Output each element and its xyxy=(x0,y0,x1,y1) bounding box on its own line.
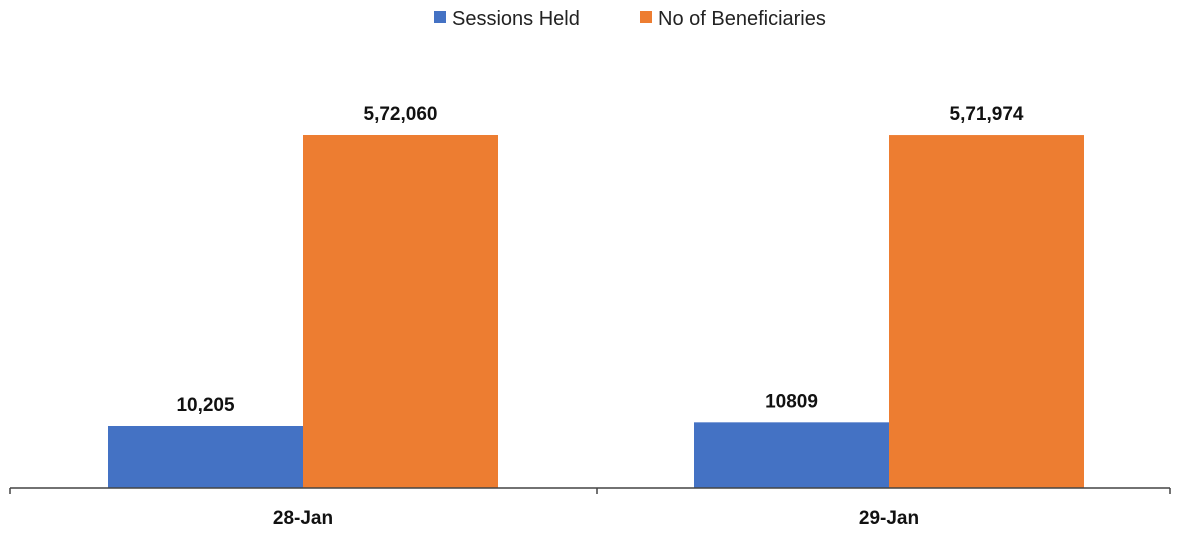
bar-beneficiaries-28-jan xyxy=(303,135,498,488)
x-tick-label-28-jan: 28-Jan xyxy=(273,508,333,529)
data-label-beneficiaries-28-jan: 5,72,060 xyxy=(364,104,438,125)
plot-area: 10,205 5,72,060 10809 5,71,974 xyxy=(108,104,1084,488)
bar-sessions-held-28-jan xyxy=(108,426,303,488)
bar-beneficiaries-29-jan xyxy=(889,135,1084,488)
legend-swatch-sessions-held xyxy=(434,11,446,23)
legend-label-beneficiaries: No of Beneficiaries xyxy=(658,8,826,30)
bar-sessions-held-29-jan xyxy=(694,422,889,488)
x-tick-label-29-jan: 29-Jan xyxy=(859,508,919,529)
data-label-sessions-held-29-jan: 10809 xyxy=(765,391,818,412)
legend: Sessions Held No of Beneficiaries xyxy=(434,8,826,30)
data-label-beneficiaries-29-jan: 5,71,974 xyxy=(950,104,1024,125)
data-label-sessions-held-28-jan: 10,205 xyxy=(176,395,235,416)
legend-swatch-beneficiaries xyxy=(640,11,652,23)
legend-label-sessions-held: Sessions Held xyxy=(452,8,580,30)
